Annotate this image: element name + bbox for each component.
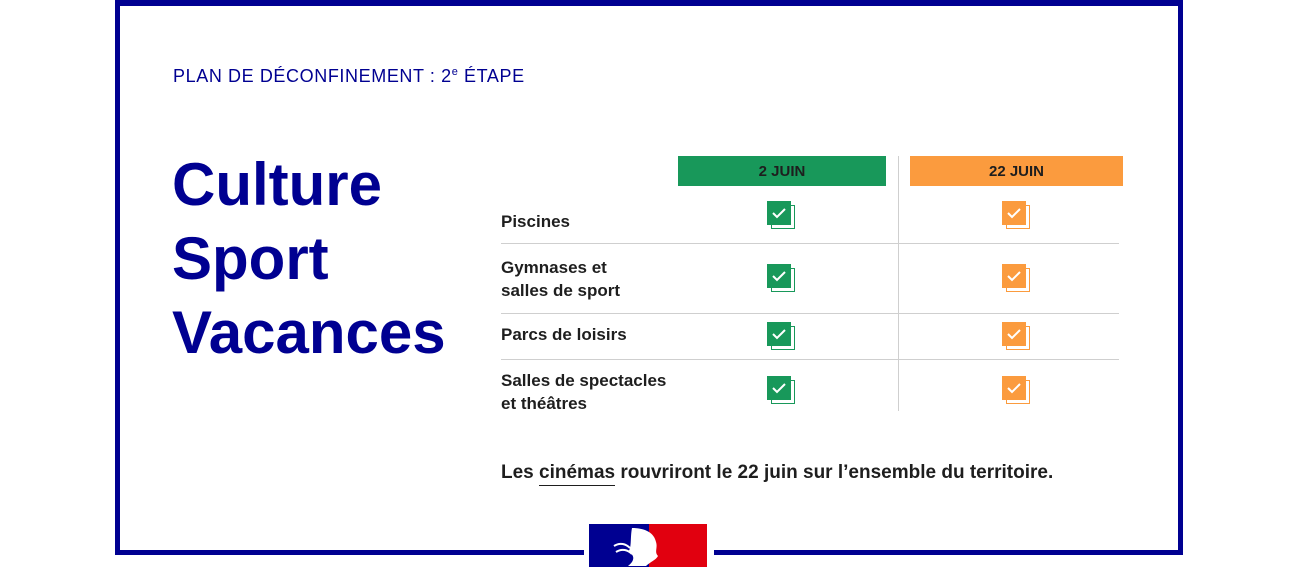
title-line-sport: Sport (172, 225, 329, 292)
row-label-salles-spectacles: Salles de spectacles et théâtres (501, 371, 667, 413)
footnote: Les cinémas rouvriront le 22 juin sur l’… (501, 462, 1053, 486)
column-header-2-juin: 2 JUIN (678, 156, 886, 186)
row-label-gymnases: Gymnases et salles de sport (501, 258, 621, 300)
checkbox-checked-icon (767, 376, 795, 404)
title-line-culture: Culture (172, 151, 382, 218)
row-label-parcs: Parcs de loisirs (501, 325, 627, 344)
checkbox-checked-icon (767, 201, 795, 229)
checkbox-checked-icon (767, 264, 795, 292)
kicker-heading: PLAN DE DÉCONFINEMENT : 2e ÉTAPE (173, 66, 525, 86)
checkbox-checked-icon (1002, 201, 1030, 229)
row-label-piscines: Piscines (501, 212, 570, 231)
marianne-profile-icon (613, 528, 658, 566)
title-line-vacances: Vacances (172, 299, 446, 366)
checkbox-checked-icon (1002, 376, 1030, 404)
cinemas-underlined: cinémas (539, 462, 616, 486)
row-divider (501, 359, 1119, 360)
marianne-logo (584, 518, 714, 570)
checkbox-checked-icon (767, 322, 795, 350)
main-title: Culture Sport Vacances (172, 148, 446, 370)
row-divider (501, 243, 1119, 244)
checkbox-checked-icon (1002, 322, 1030, 350)
column-divider (898, 156, 899, 411)
checkbox-checked-icon (1002, 264, 1030, 292)
column-header-22-juin: 22 JUIN (910, 156, 1123, 186)
row-divider (501, 313, 1119, 314)
